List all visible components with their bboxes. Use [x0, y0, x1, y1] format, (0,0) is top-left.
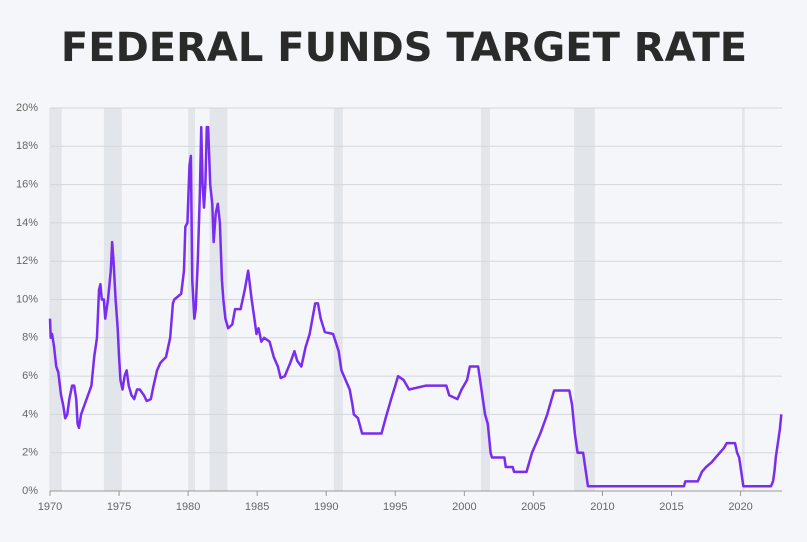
y-tick-label: 16%	[16, 179, 38, 191]
x-tick-label: 1980	[176, 501, 200, 513]
x-tick-label: 1995	[383, 501, 407, 513]
x-tick-label: 2000	[452, 501, 476, 513]
x-tick-label: 1970	[38, 501, 62, 513]
x-tick-label: 2010	[590, 501, 614, 513]
y-tick-label: 14%	[16, 217, 38, 229]
x-tick-label: 1975	[107, 501, 131, 513]
chart-title: FEDERAL FUNDS TARGET RATE	[61, 25, 747, 71]
y-tick-label: 4%	[22, 408, 38, 420]
y-tick-label: 6%	[22, 370, 38, 382]
x-tick-label: 2015	[659, 501, 683, 513]
x-tick-label: 2020	[728, 501, 752, 513]
y-tick-label: 0%	[22, 485, 38, 497]
x-tick-label: 1990	[314, 501, 338, 513]
rate-line	[48, 125, 783, 488]
y-tick-label: 12%	[16, 255, 38, 267]
y-tick-label: 10%	[16, 293, 38, 305]
x-tick-label: 1985	[245, 501, 269, 513]
y-tick-label: 20%	[16, 102, 38, 114]
y-tick-label: 18%	[16, 140, 38, 152]
x-tick-label: 2005	[521, 501, 545, 513]
y-tick-label: 8%	[22, 332, 38, 344]
y-tick-label: 2%	[22, 447, 38, 459]
